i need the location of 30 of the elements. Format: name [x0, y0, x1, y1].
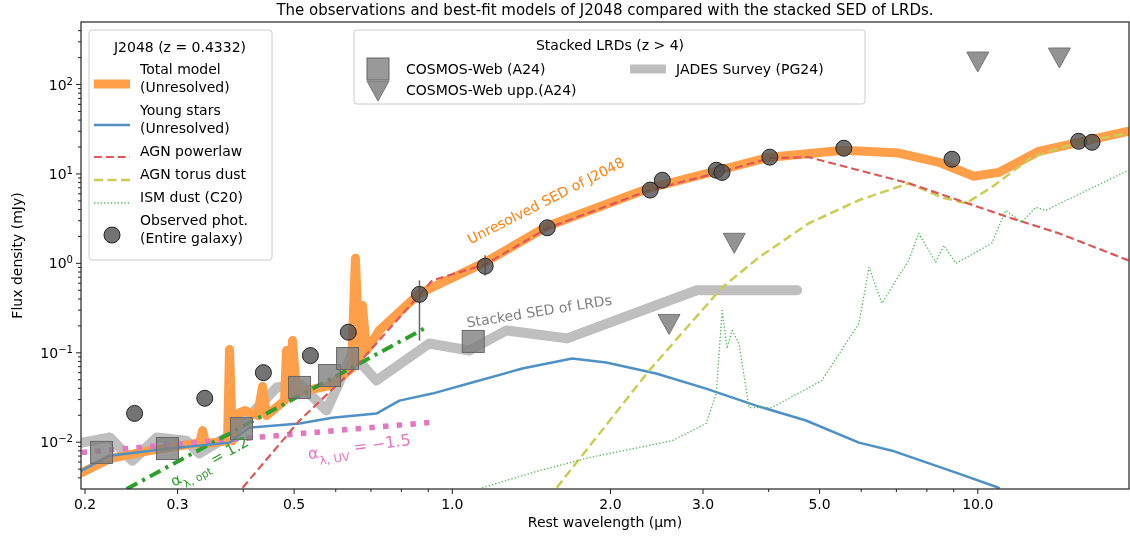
- legend-label: Total model (Unresolved): [139, 61, 230, 95]
- y-tick-label: 10$^{−2}$: [40, 432, 73, 451]
- text: Stacked LRDs (z > 4): [535, 37, 685, 53]
- text: J2048 (z = 0.4332): [113, 39, 247, 55]
- x-tick-label: 0.3: [166, 496, 189, 512]
- y-tick-label: 10$^{0}$: [48, 253, 73, 272]
- y-axis-title: Flux density (mJy): [9, 192, 25, 319]
- x-tick-label: 1.0: [441, 496, 464, 512]
- x-tick-label: 0.5: [283, 496, 306, 512]
- legend-label: Observed phot. (Entire galaxy): [140, 212, 249, 246]
- legend-label: JADES Survey (PG24): [675, 61, 824, 77]
- annotation: α$_{λ, UV}$ = −1.5: [306, 429, 412, 468]
- y-tick-label: 10$^{1}$: [48, 164, 73, 182]
- x-tick-label: 3.0: [691, 496, 715, 512]
- x-tick-label: 2.0: [599, 496, 622, 512]
- legend-label: AGN powerlaw: [140, 143, 243, 159]
- annotation: Stacked SED of LRDs: [465, 291, 613, 331]
- chart-title: The observations and best-fit models of J2048 compared with the stacked SED of LRDs.: [275, 1, 934, 19]
- annotation: α$_{λ, opt}$ = 1.2: [167, 432, 252, 491]
- x-axis-title: Rest wavelength (μm): [527, 514, 683, 530]
- legend-label: COSMOS-Web (A24): [406, 61, 546, 77]
- legend-label: ISM dust (C20): [140, 189, 244, 205]
- legend-label: COSMOS-Web upp.(A24): [406, 82, 577, 98]
- legend-label: Young stars (Unresolved): [139, 102, 230, 136]
- x-tick-label: 0.2: [73, 496, 97, 512]
- y-tick-label: 10$^{2}$: [48, 75, 73, 93]
- y-tick-label: 10$^{−1}$: [40, 343, 73, 361]
- x-tick-label: 10.0: [962, 496, 994, 512]
- x-tick-label: 5.0: [808, 496, 831, 512]
- legend-label: AGN torus dust: [140, 166, 247, 182]
